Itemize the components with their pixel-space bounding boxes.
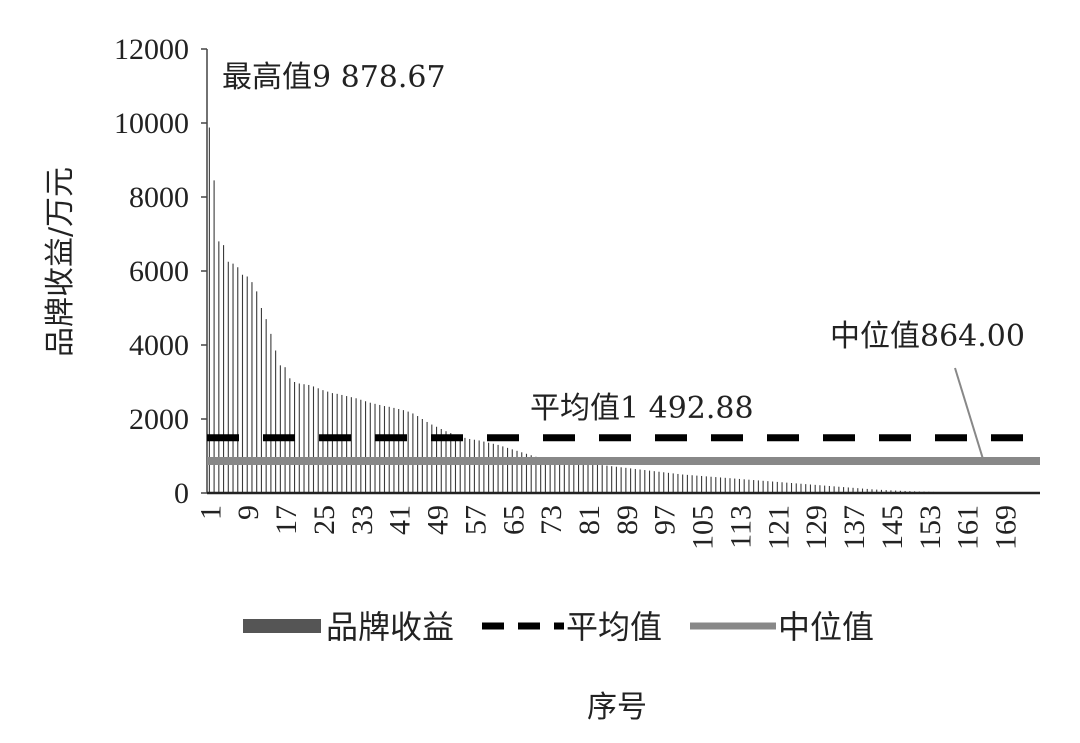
legend-label-mean: 平均值	[566, 608, 662, 646]
x-tick-label: 9	[232, 505, 265, 520]
y-tick-label: 0	[174, 477, 189, 510]
y-tick-label: 6000	[129, 255, 189, 288]
y-tick-label: 12000	[114, 33, 189, 66]
x-tick-label: 105	[687, 505, 720, 550]
x-tick-label: 81	[573, 505, 606, 535]
x-tick-label: 169	[990, 505, 1023, 550]
x-tick-label: 145	[876, 505, 909, 550]
y-tick-label: 2000	[129, 403, 189, 436]
x-axis-title: 序号	[587, 690, 647, 725]
y-tick-label: 8000	[129, 181, 189, 214]
legend-label-brand-revenue: 品牌收益	[326, 608, 454, 646]
x-tick-label: 113	[724, 505, 757, 549]
x-tick-label: 49	[422, 505, 455, 535]
y-tick-labels: 0 2000 4000 6000 8000 10000 12000	[114, 33, 207, 510]
x-tick-label: 161	[952, 505, 985, 550]
x-tick-label: 153	[914, 505, 947, 550]
legend: 品牌收益 平均值 中位值	[243, 608, 874, 646]
x-tick-label: 65	[497, 505, 530, 535]
x-tick-label: 41	[384, 505, 417, 535]
reference-lines	[207, 434, 1040, 466]
x-tick-label: 137	[838, 505, 871, 550]
annotation-median-leader	[954, 367, 984, 460]
annotation-max: 最高值9 878.67	[222, 60, 446, 95]
legend-swatch-brand-revenue	[243, 619, 321, 633]
x-tick-label: 121	[762, 505, 795, 550]
y-tick-label: 10000	[114, 107, 189, 140]
x-tick-label: 17	[270, 505, 303, 535]
x-tick-label: 57	[459, 505, 492, 535]
x-tick-label: 129	[800, 505, 833, 550]
x-tick-label: 97	[649, 505, 682, 535]
x-tick-label: 33	[346, 505, 379, 535]
x-tick-labels: 1 9 17 25 33 41 49 57 65 73 81 89 97 105 113 121 129 137 1…	[194, 505, 1022, 550]
x-tick-label: 73	[535, 505, 568, 535]
y-axis-title: 品牌收益/万元	[43, 167, 78, 357]
legend-label-median: 中位值	[778, 608, 874, 646]
annotations: 最高值9 878.67 平均值1 492.88 中位值864.00	[222, 60, 1025, 460]
annotation-median: 中位值864.00	[830, 319, 1025, 354]
y-tick-label: 4000	[129, 329, 189, 362]
x-tick-label: 25	[308, 505, 341, 535]
x-tick-label: 89	[611, 505, 644, 535]
x-tick-label: 1	[194, 505, 227, 520]
annotation-mean: 平均值1 492.88	[530, 391, 754, 426]
